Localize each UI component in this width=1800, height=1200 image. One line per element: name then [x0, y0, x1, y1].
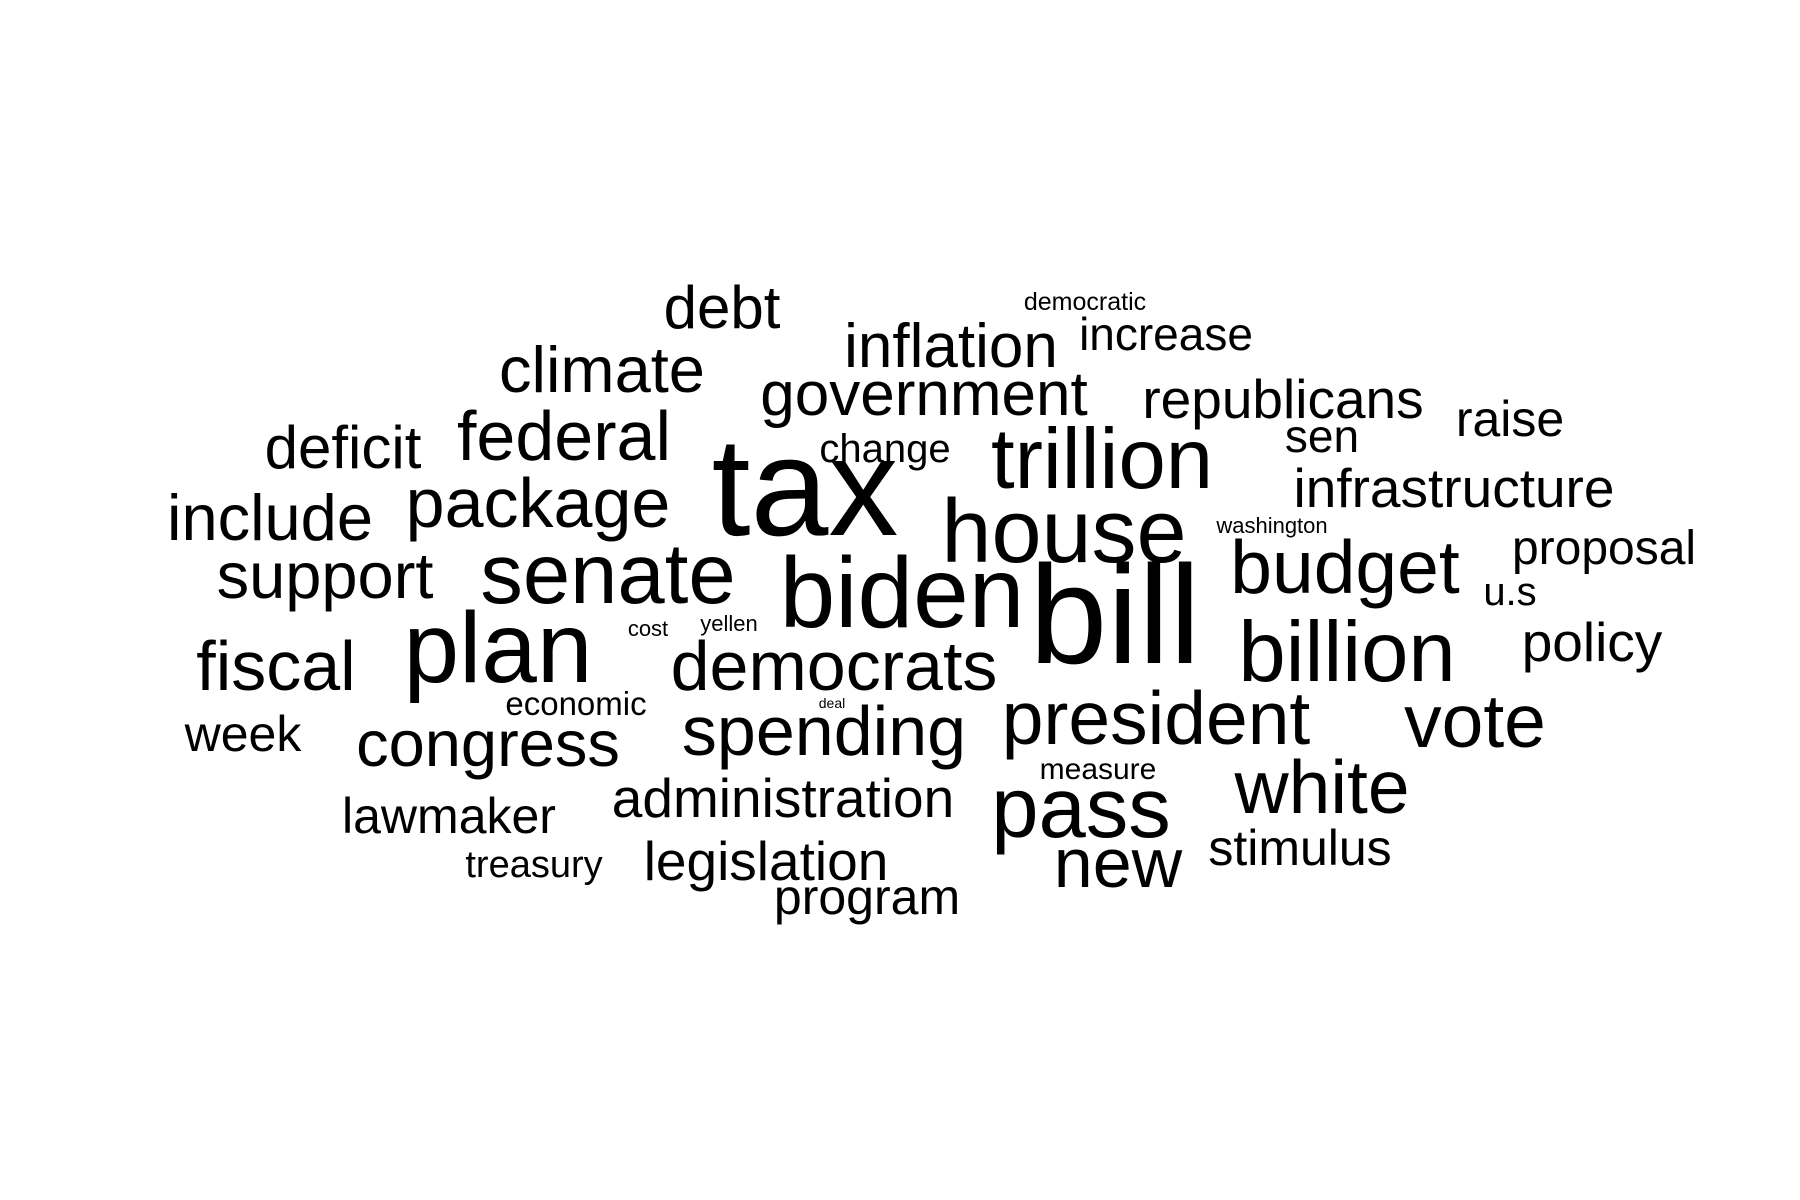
- word-tax: tax: [712, 408, 899, 565]
- word-cost: cost: [628, 616, 668, 641]
- word-federal: federal: [457, 397, 671, 475]
- word-fiscal: fiscal: [196, 627, 355, 705]
- word-new: new: [1054, 824, 1183, 902]
- word-democrats: democrats: [671, 627, 998, 705]
- word-policy: policy: [1522, 611, 1663, 673]
- word-congress: congress: [356, 707, 620, 780]
- word-stimulus: stimulus: [1208, 820, 1391, 876]
- word-increase: increase: [1079, 308, 1253, 360]
- word-week: week: [184, 706, 303, 762]
- word-debt: debt: [664, 274, 781, 341]
- word-pass: pass: [991, 761, 1171, 856]
- word-u-s: u.s: [1483, 570, 1536, 614]
- word-treasury: treasury: [465, 844, 602, 886]
- word-inflation: inflation: [844, 312, 1058, 381]
- word-billion: billion: [1238, 605, 1455, 700]
- word-include: include: [167, 481, 373, 554]
- word-deficit: deficit: [265, 414, 422, 481]
- word-republicans: republicans: [1142, 368, 1423, 430]
- word-senate: senate: [480, 527, 735, 622]
- word-proposal: proposal: [1512, 522, 1696, 575]
- word-vote: vote: [1404, 679, 1546, 763]
- word-administration: administration: [612, 767, 954, 829]
- word-budget: budget: [1230, 525, 1460, 609]
- word-democratic: democratic: [1024, 288, 1146, 316]
- word-yellen: yellen: [700, 611, 757, 636]
- word-raise: raise: [1456, 391, 1564, 447]
- word-spending: spending: [682, 692, 966, 770]
- word-plan: plan: [403, 592, 592, 704]
- word-legislation: legislation: [644, 830, 889, 892]
- word-support: support: [217, 539, 434, 612]
- word-house: house: [941, 482, 1186, 582]
- word-white: white: [1233, 745, 1409, 829]
- word-bill: bill: [1029, 536, 1200, 693]
- word-biden: biden: [780, 537, 1025, 649]
- word-washington: washington: [1215, 513, 1327, 538]
- word-lawmaker: lawmaker: [342, 788, 556, 844]
- word-infrastructure: infrastructure: [1294, 457, 1615, 519]
- word-measure: measure: [1040, 753, 1157, 786]
- word-president: president: [1002, 676, 1311, 760]
- word-trillion: trillion: [991, 412, 1213, 507]
- word-climate: climate: [499, 333, 705, 406]
- word-government: government: [760, 360, 1087, 429]
- word-sen: sen: [1285, 410, 1359, 462]
- word-change: change: [819, 427, 950, 471]
- word-program: program: [774, 869, 960, 925]
- word-package: package: [406, 464, 671, 542]
- word-economic: economic: [505, 685, 646, 722]
- word-deal: deal: [819, 695, 845, 711]
